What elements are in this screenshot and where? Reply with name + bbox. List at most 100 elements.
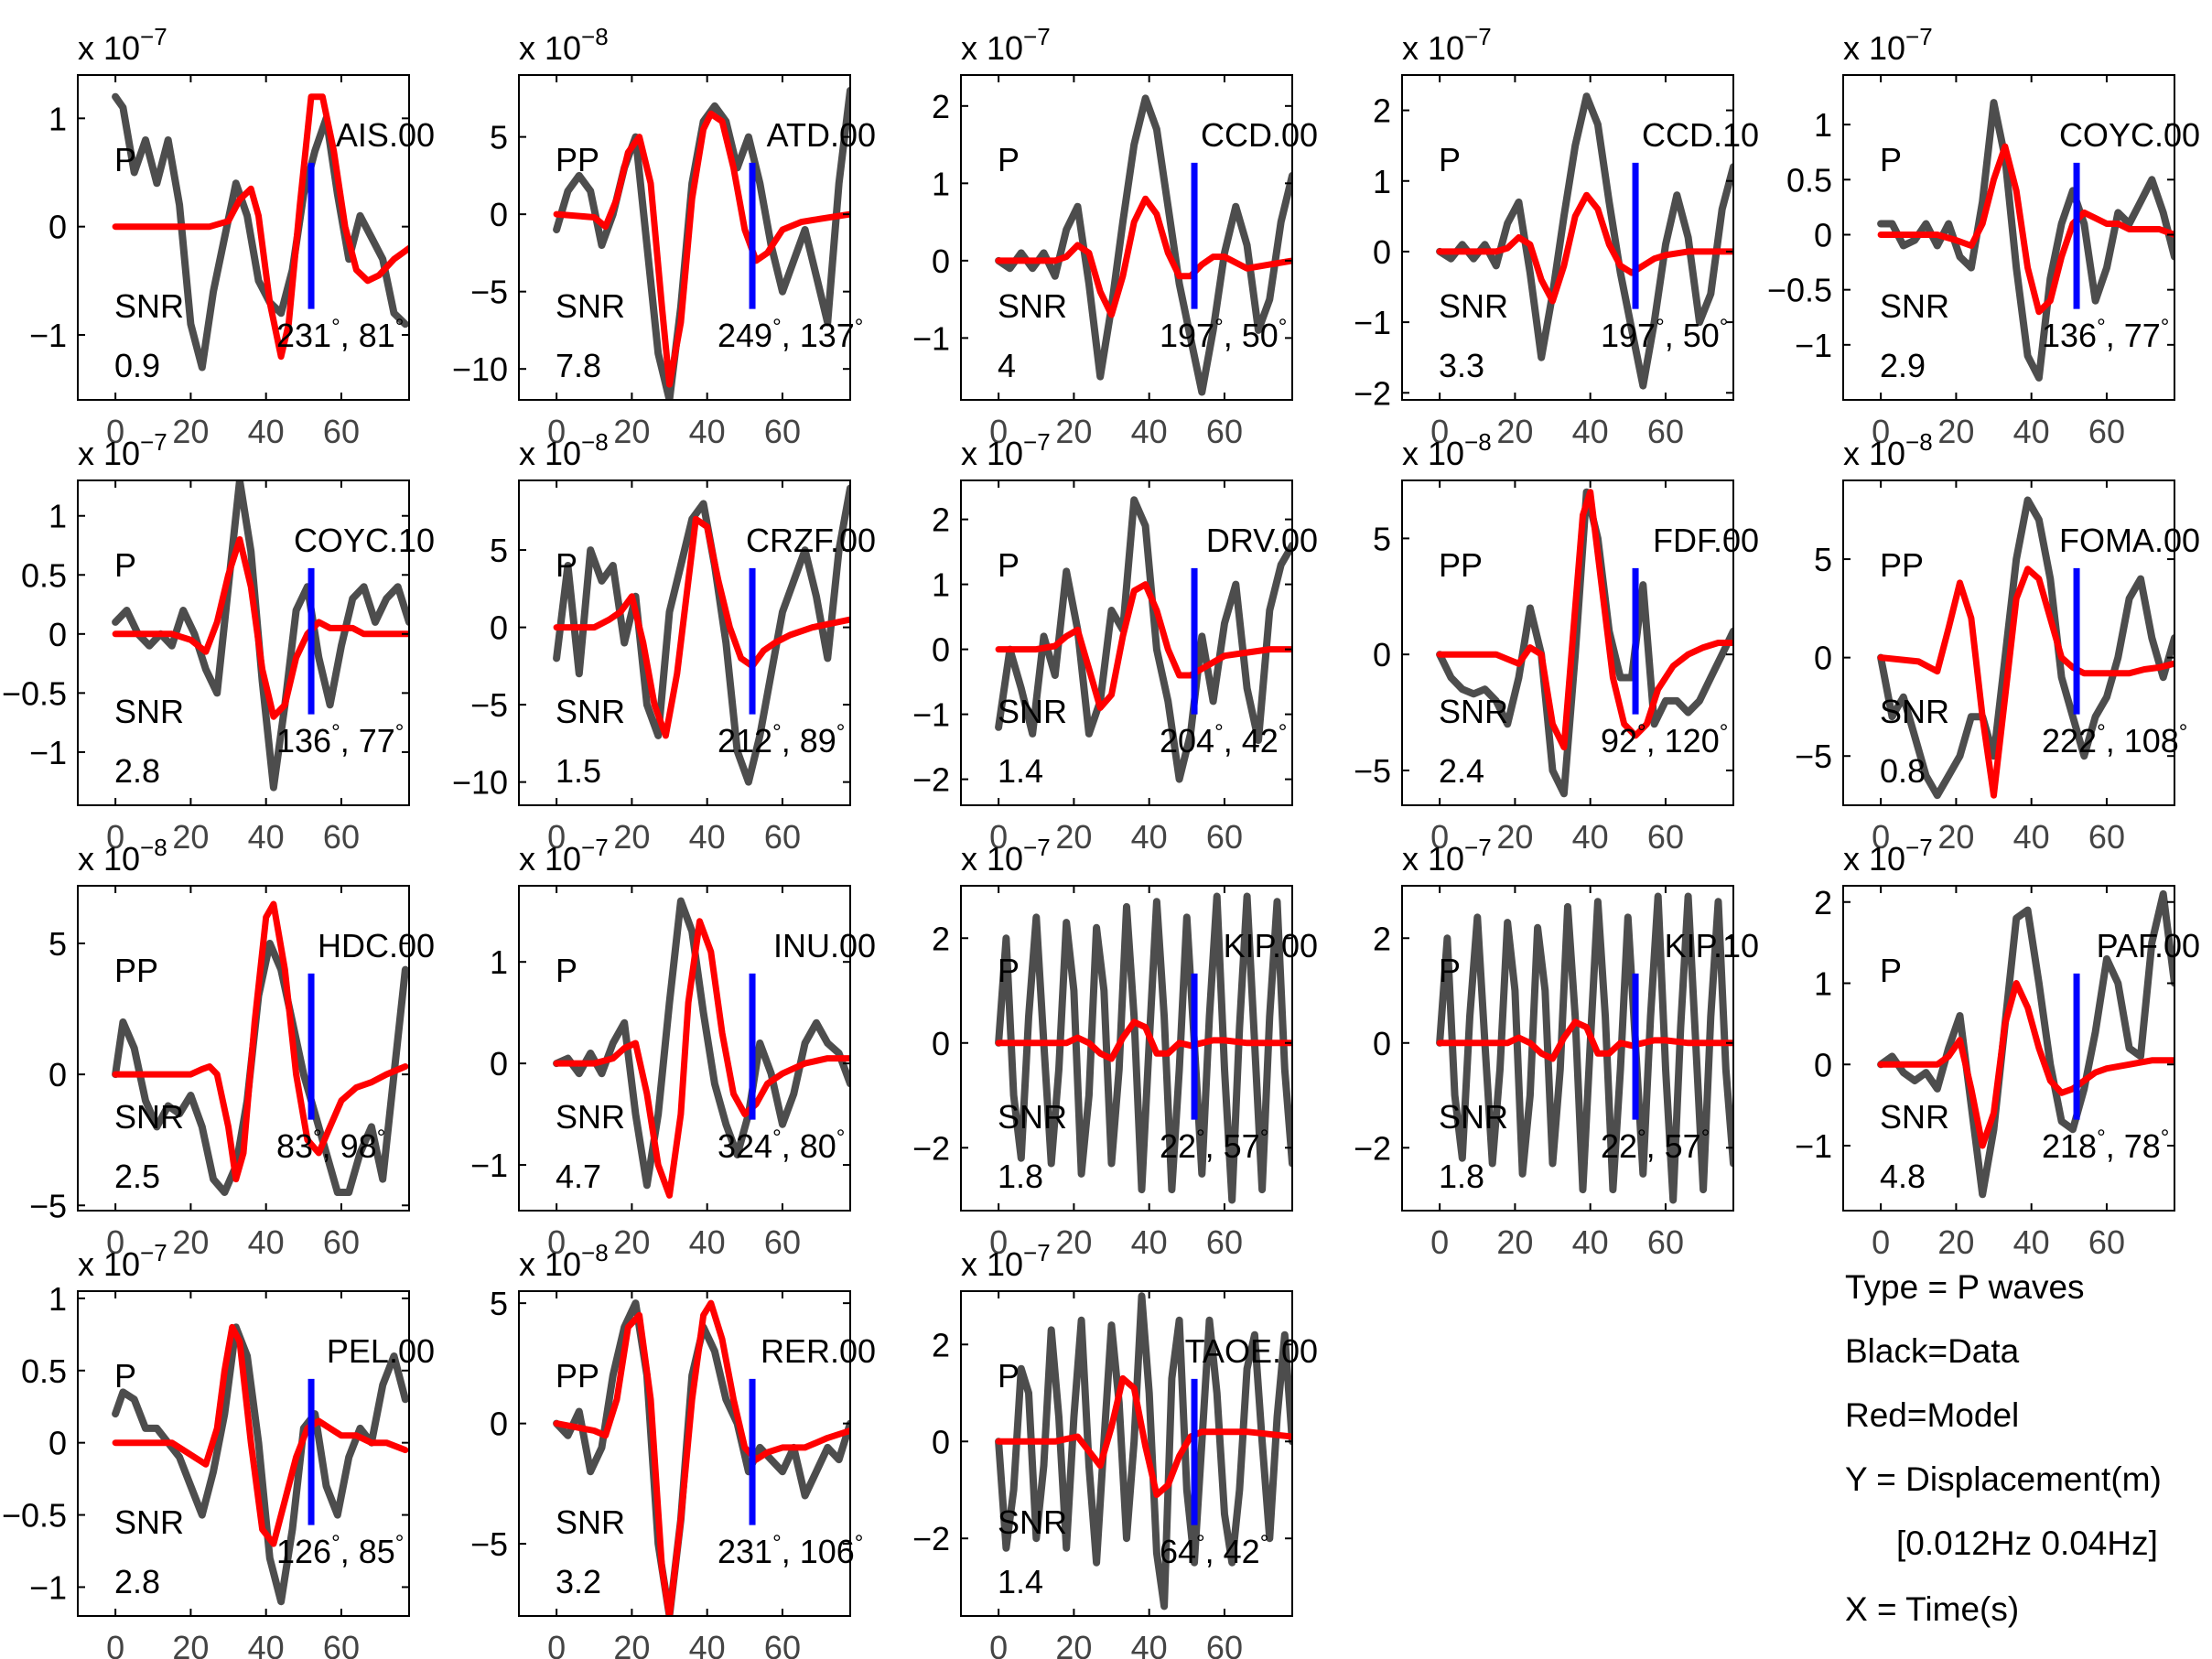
x-tick-label: 60 <box>764 1223 801 1261</box>
azimuth-distance-label: 222°, 108° <box>2042 720 2187 759</box>
station-label: AIS.00 <box>336 116 435 154</box>
x-tick-label: 60 <box>764 818 801 856</box>
data-series-line <box>1436 488 1733 798</box>
exponent-power: −8 <box>581 23 609 50</box>
axes-box <box>1842 479 2175 806</box>
azimuth-distance-label: 204°, 42° <box>1160 720 1287 759</box>
y-tick-label: −1 <box>1795 327 1832 364</box>
data-series-line <box>112 92 409 372</box>
x-tick-label: 0 <box>1430 413 1449 450</box>
exponent-power: −7 <box>1023 1239 1051 1266</box>
model-series-line <box>1436 191 1733 305</box>
station-label: COYC.10 <box>294 522 435 559</box>
axes-box <box>1842 74 2175 401</box>
exponent-label: x 10−7 <box>519 834 609 878</box>
exponent-label: x 10−8 <box>519 428 609 472</box>
azimuth-distance-label: 136°, 77° <box>276 720 404 759</box>
x-tick-label: 60 <box>1647 413 1684 450</box>
model-series-line <box>112 536 409 720</box>
y-tick-label: 2 <box>932 501 950 539</box>
y-tick-label: −5 <box>29 1187 67 1224</box>
azimuth-distance-label: 218°, 78° <box>2042 1126 2169 1165</box>
x-tick-label: 0 <box>1872 1223 1890 1261</box>
x-tick-label: 40 <box>248 413 285 450</box>
x-tick-label: 60 <box>1647 818 1684 856</box>
azimuth-distance-label: 92°, 120° <box>1601 720 1728 759</box>
x-tick-label: 20 <box>613 1223 650 1261</box>
snr-value: 0.9 <box>114 347 160 384</box>
exponent-power: −7 <box>140 23 167 50</box>
x-tick-label: 60 <box>323 1629 360 1659</box>
angle-value: , 89 <box>782 722 836 759</box>
angle-value: , 108 <box>2106 722 2179 759</box>
degree-symbol: ° <box>331 1531 340 1556</box>
x-tick-label: 0 <box>989 1223 1008 1261</box>
phase-label: PP <box>556 141 599 178</box>
y-tick-label: 0.5 <box>21 1352 67 1390</box>
angle-value: 204 <box>1160 722 1214 759</box>
degree-symbol: ° <box>1279 315 1288 339</box>
y-tick-label: 0 <box>932 1025 950 1062</box>
model-series-line <box>112 900 409 1183</box>
legend-type-text: Type = P waves <box>1845 1268 2085 1306</box>
snr-value: 1.4 <box>998 1563 1043 1600</box>
exponent-label: x 10−8 <box>78 834 167 878</box>
axes-box <box>77 479 410 806</box>
x-tick-label: 0 <box>1872 818 1890 856</box>
model-series-line <box>1877 566 2174 799</box>
x-tick-label: 60 <box>323 818 360 856</box>
snr-value: 7.8 <box>556 347 601 384</box>
angle-value: , 42 <box>1205 1533 1260 1570</box>
station-label: COYC.00 <box>2059 116 2200 154</box>
exponent-power: −7 <box>140 1239 167 1266</box>
y-tick-label: 0 <box>932 1423 950 1460</box>
axes-box <box>77 1290 410 1617</box>
azimuth-distance-label: 22°, 57° <box>1160 1126 1268 1165</box>
snr-value: 2.8 <box>114 752 160 790</box>
azimuth-distance-label: 22°, 57° <box>1601 1126 1710 1165</box>
snr-value: 4 <box>998 347 1016 384</box>
station-label: FOMA.00 <box>2059 522 2200 559</box>
x-tick-label: 0 <box>989 1629 1008 1659</box>
y-tick-label: 2 <box>1814 884 1832 921</box>
x-tick-label: 40 <box>248 818 285 856</box>
snr-value: 1.8 <box>998 1158 1043 1195</box>
snr-value: 1.5 <box>556 752 601 790</box>
legend-x-text: X = Time(s) <box>1845 1590 2020 1628</box>
exponent-power: −8 <box>140 834 167 861</box>
y-tick-label: −2 <box>912 1520 950 1557</box>
phase-label: PP <box>556 1357 599 1395</box>
azimuth-distance-label: 324°, 80° <box>718 1126 845 1165</box>
snr-label: SNR <box>556 693 625 730</box>
angle-value: , 106 <box>782 1533 855 1570</box>
angle-value: 231 <box>276 317 331 354</box>
exponent-label: x 10−7 <box>961 1239 1051 1283</box>
phase-label: PP <box>1439 546 1483 584</box>
station-label: FDF.00 <box>1653 522 1759 559</box>
x-tick-label: 20 <box>1055 818 1092 856</box>
exponent-label: x 10−7 <box>1843 23 1933 67</box>
phase-label: P <box>998 141 1020 178</box>
snr-label: SNR <box>998 1503 1067 1541</box>
y-tick-label: 2 <box>1373 920 1391 957</box>
snr-label: SNR <box>998 287 1067 325</box>
y-tick-label: −0.5 <box>1767 272 1832 309</box>
phase-label: P <box>114 141 136 178</box>
station-label: TAOE.00 <box>1185 1332 1318 1370</box>
angle-value: , 42 <box>1224 722 1279 759</box>
x-tick-label: 60 <box>323 1223 360 1261</box>
exponent-label: x 10−7 <box>1402 834 1492 878</box>
snr-label: SNR <box>1880 693 1949 730</box>
exponent-power: −7 <box>1464 23 1492 50</box>
legend-model-text: Red=Model <box>1845 1396 2020 1434</box>
x-tick-label: 20 <box>613 413 650 450</box>
x-tick-label: 20 <box>172 818 209 856</box>
model-series-line <box>112 1323 409 1547</box>
y-tick-label: −1 <box>470 1147 508 1184</box>
x-tick-label: 20 <box>1937 1223 1974 1261</box>
degree-symbol: ° <box>1214 720 1224 745</box>
angle-value: , 98 <box>322 1127 377 1165</box>
